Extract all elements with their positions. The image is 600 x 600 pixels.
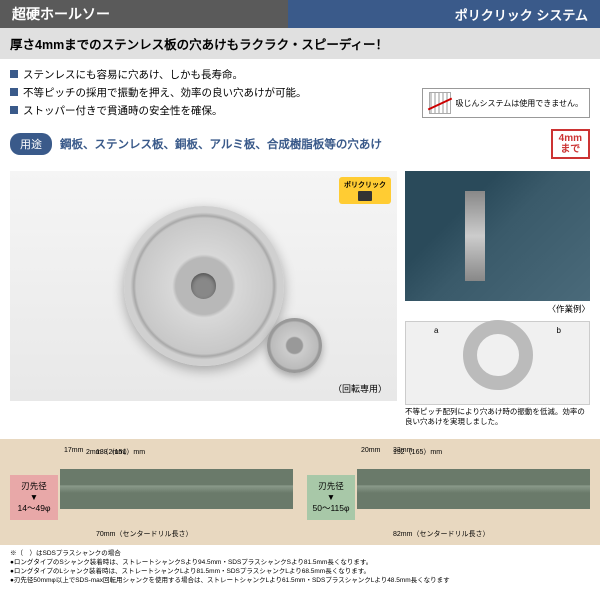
spec-large: 152（165）mm 20mm 33mm 刃先径 ▼ 50～115φ 82mm（…: [303, 447, 594, 541]
diagram-caption: 不等ピッチ配列により穴あけ時の振動を低減。効率の良い穴あけを実現しました。: [405, 405, 590, 429]
thickness-badge: 4mm まで: [551, 129, 590, 159]
hole-saw-large: [124, 206, 284, 366]
footnote: ●刃先径50mmφ以上でSDS-max回転用シャンクを使用する場合は、ストレート…: [10, 576, 590, 585]
footnote-text: ●ロングタイプのSシャンク装着時は、ストレートシャンクSより94.5mm・SDS…: [10, 558, 372, 567]
footnote-text: ●ロングタイプのLシャンク装着時は、ストレートシャンクLより81.5mm・SDS…: [10, 567, 370, 576]
subtitle: 厚さ4mmまでのステンレス板の穴あけもラクラク・スピーディー！: [0, 28, 600, 59]
dim-sub: 33mm: [393, 447, 412, 454]
warning-text: 吸じんシステムは使用できません。: [455, 98, 583, 109]
usage-row: 用途 鋼板、ステンレス板、銅板、アルミ板、合成樹脂板等の穴あけ 4mm まで: [0, 125, 600, 167]
hole-saw-small: [267, 318, 322, 373]
drill-diagram: [357, 469, 590, 509]
usage-text: 鋼板、ステンレス板、銅板、アルミ板、合成樹脂板等の穴あけ: [60, 136, 543, 152]
footnote-text: ※（ ）はSDSプラスシャンクの場合: [10, 549, 121, 558]
dim-b: b: [557, 326, 561, 335]
footnote: ●ロングタイプのLシャンク装着時は、ストレートシャンクLより81.5mm・SDS…: [10, 567, 590, 576]
feature-text: ステンレスにも容易に穴あけ、しかも長寿命。: [23, 67, 243, 82]
footnote: ※（ ）はSDSプラスシャンクの場合: [10, 549, 590, 558]
blade-label: 刃先径 ▼ 14～49φ: [10, 475, 58, 520]
spec-diagrams: 138（151）mm 17mm 2mm（2mm） 刃先径 ▼ 14～49φ 70…: [6, 447, 594, 541]
product-title: 超硬ホールソー: [0, 0, 288, 28]
dim-sub: 17mm: [64, 447, 83, 454]
diagram-wrap: a b 不等ピッチ配列により穴あけ時の振動を低減。効率の良い穴あけを実現しました…: [405, 321, 590, 429]
footnote-text: ●刃先径50mmφ以上でSDS-max回転用シャンクを使用する場合は、ストレート…: [10, 576, 450, 585]
drill-diagram: [60, 469, 293, 509]
dim-bottom: 70mm（センタードリル長さ）: [96, 529, 192, 539]
badge-text: ポリクリック: [344, 182, 386, 189]
feature-text: ストッパー付きで貫通時の安全性を確保。: [23, 103, 223, 118]
page-header: 超硬ホールソー ポリクリック システム: [0, 0, 600, 28]
footnotes: ※（ ）はSDSプラスシャンクの場合 ●ロングタイプのSシャンク装着時は、ストレ…: [0, 545, 600, 593]
right-column: 〈作業例〉 a b 不等ピッチ配列により穴あけ時の振動を低減。効率の良い穴あけを…: [405, 171, 590, 429]
dim-a: a: [434, 326, 438, 335]
rotation-label: （回転専用）: [333, 382, 387, 395]
spec-section: 138（151）mm 17mm 2mm（2mm） 刃先径 ▼ 14～49φ 70…: [0, 439, 600, 545]
feature-text: 不等ピッチの採用で振動を押え、効率の良い穴あけが可能。: [23, 85, 307, 100]
usage-label: 用途: [10, 133, 52, 155]
action-photo-wrap: 〈作業例〉: [405, 171, 590, 315]
product-photo: ポリクリック （回転専用）: [10, 171, 397, 401]
no-dust-icon: [429, 92, 451, 114]
thickness-value: 4mm: [559, 133, 582, 144]
pitch-diagram: a b: [405, 321, 590, 405]
thickness-unit: まで: [559, 144, 582, 155]
dim-sub: 20mm: [361, 447, 380, 454]
warning-box: 吸じんシステムは使用できません。: [422, 88, 590, 118]
system-name: ポリクリック システム: [288, 0, 600, 28]
ring-icon: [463, 320, 533, 390]
bullet-icon: [10, 70, 18, 78]
dim-sub: 2mm（2mm）: [86, 447, 131, 457]
polyclick-icon: [358, 191, 372, 201]
photo-caption: 〈作業例〉: [405, 303, 590, 315]
footnote: ●ロングタイプのSシャンク装着時は、ストレートシャンクSより94.5mm・SDS…: [10, 558, 590, 567]
feature-item: ステンレスにも容易に穴あけ、しかも長寿命。: [10, 67, 590, 82]
spec-small: 138（151）mm 17mm 2mm（2mm） 刃先径 ▼ 14～49φ 70…: [6, 447, 297, 541]
bullet-icon: [10, 88, 18, 96]
blade-label: 刃先径 ▼ 50～115φ: [307, 475, 355, 520]
bullet-icon: [10, 106, 18, 114]
dim-bottom: 82mm（センタードリル長さ）: [393, 529, 489, 539]
mid-section: ポリクリック （回転専用） 〈作業例〉 a b 不等ピッチ配列により穴あけ時の振…: [0, 167, 600, 433]
polyclick-badge: ポリクリック: [339, 177, 391, 204]
action-photo: [405, 171, 590, 301]
